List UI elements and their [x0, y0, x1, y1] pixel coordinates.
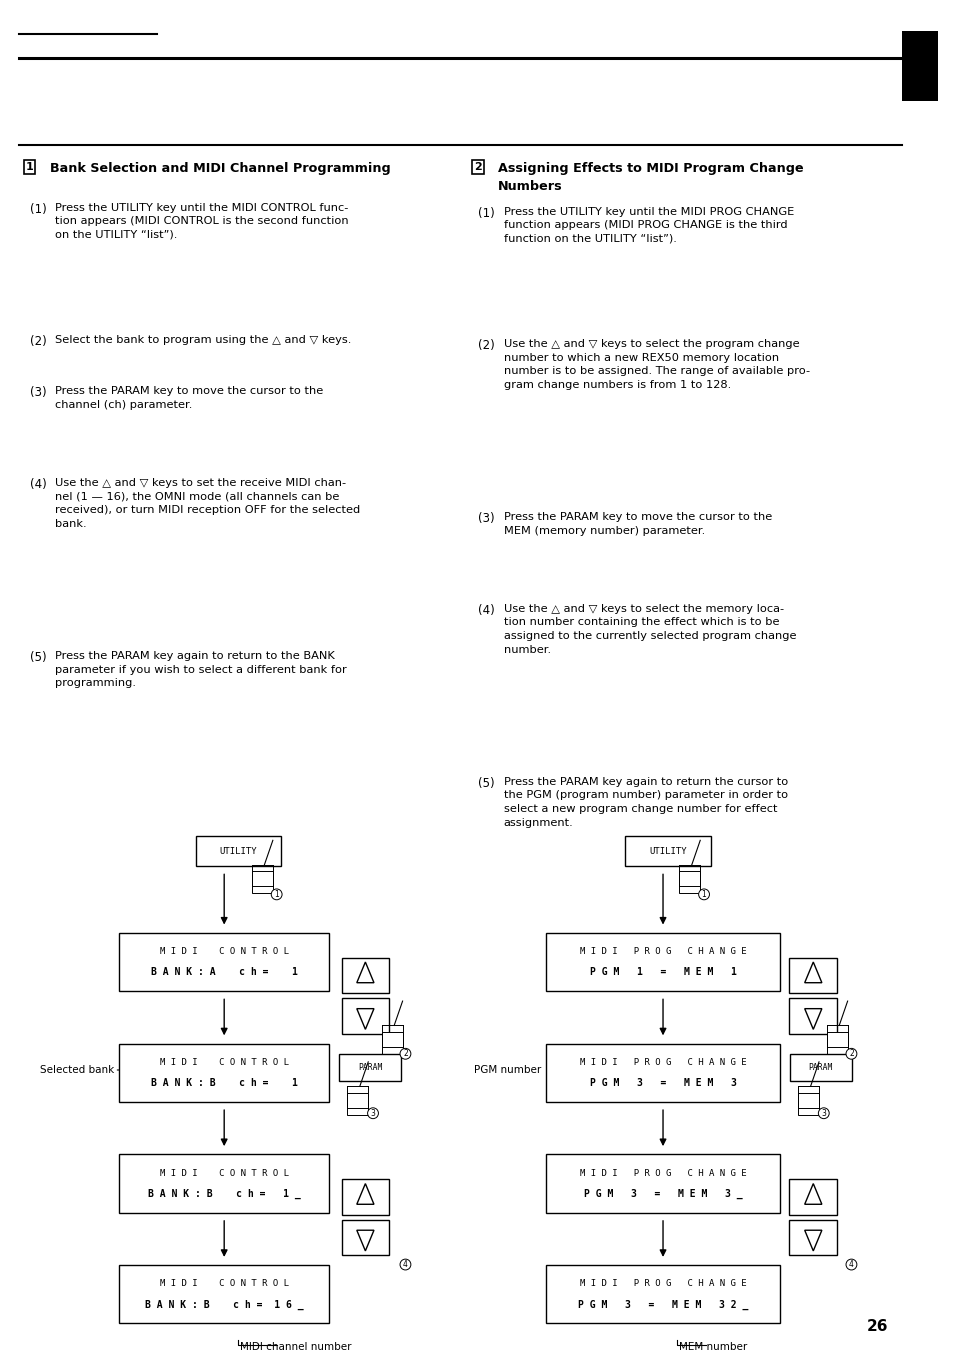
- Text: (2): (2): [30, 335, 47, 349]
- Bar: [381, 1032, 402, 1054]
- Text: Selected bank: Selected bank: [40, 1065, 114, 1075]
- Bar: [789, 1054, 851, 1081]
- Text: 1: 1: [274, 890, 278, 898]
- Bar: [624, 836, 710, 866]
- Text: 26: 26: [866, 1319, 887, 1335]
- Text: Select the bank to program using the △ and ▽ keys.: Select the bank to program using the △ a…: [55, 335, 352, 345]
- Bar: [341, 1220, 389, 1255]
- Text: Assigning Effects to MIDI Program Change
Numbers: Assigning Effects to MIDI Program Change…: [497, 162, 802, 193]
- Text: (5): (5): [30, 651, 46, 665]
- Text: M I D I    C O N T R O L: M I D I C O N T R O L: [159, 1169, 289, 1178]
- Text: M I D I    C O N T R O L: M I D I C O N T R O L: [159, 947, 289, 957]
- Text: (3): (3): [477, 512, 494, 526]
- Text: PARAM: PARAM: [808, 1063, 832, 1071]
- Text: 2: 2: [848, 1050, 853, 1058]
- Bar: [195, 836, 281, 866]
- Text: B A N K : B    c h =   1 _: B A N K : B c h = 1 _: [148, 1189, 300, 1200]
- Bar: [545, 1044, 780, 1102]
- Text: 2: 2: [403, 1050, 407, 1058]
- Text: 4: 4: [848, 1260, 853, 1269]
- Text: Use the △ and ▽ keys to select the memory loca-
tion number containing the effec: Use the △ and ▽ keys to select the memor…: [503, 604, 796, 655]
- Text: B A N K : A    c h =    1: B A N K : A c h = 1: [151, 967, 297, 977]
- Text: M I D I   P R O G   C H A N G E: M I D I P R O G C H A N G E: [579, 947, 745, 957]
- Bar: [119, 1154, 329, 1213]
- Text: 1: 1: [26, 162, 33, 172]
- Bar: [788, 1179, 837, 1215]
- Text: M I D I    C O N T R O L: M I D I C O N T R O L: [159, 1279, 289, 1289]
- Bar: [119, 934, 329, 992]
- Bar: [341, 998, 389, 1034]
- Text: 3: 3: [370, 1109, 375, 1117]
- Text: PARAM: PARAM: [357, 1063, 382, 1071]
- Text: MEM number: MEM number: [679, 1343, 747, 1351]
- Text: Press the PARAM key to move the cursor to the
MEM (memory number) parameter.: Press the PARAM key to move the cursor t…: [503, 512, 771, 535]
- Text: 3: 3: [821, 1109, 825, 1117]
- Text: M I D I   P R O G   C H A N G E: M I D I P R O G C H A N G E: [579, 1169, 745, 1178]
- Text: M I D I    C O N T R O L: M I D I C O N T R O L: [159, 1058, 289, 1067]
- Bar: [788, 998, 837, 1034]
- Bar: [788, 958, 837, 993]
- Bar: [252, 871, 273, 893]
- Text: PGM number: PGM number: [474, 1065, 541, 1075]
- Text: Press the PARAM key again to return to the BANK
parameter if you wish to select : Press the PARAM key again to return to t…: [55, 651, 347, 689]
- Text: UTILITY: UTILITY: [219, 847, 257, 855]
- Text: P G M   3   =   M E M   3 2 _: P G M 3 = M E M 3 2 _: [578, 1300, 747, 1310]
- Text: Press the UTILITY key until the MIDI PROG CHANGE
function appears (MIDI PROG CHA: Press the UTILITY key until the MIDI PRO…: [503, 207, 793, 245]
- Text: MIDI channel number: MIDI channel number: [240, 1343, 352, 1351]
- Text: P G M   1   =   M E M   1: P G M 1 = M E M 1: [589, 967, 736, 977]
- Text: 1: 1: [701, 890, 705, 898]
- Bar: [119, 1266, 329, 1324]
- Bar: [788, 1220, 837, 1255]
- Bar: [825, 1032, 846, 1054]
- Text: Use the △ and ▽ keys to select the program change
number to which a new REX50 me: Use the △ and ▽ keys to select the progr…: [503, 339, 809, 390]
- Text: (5): (5): [477, 777, 494, 790]
- Text: (3): (3): [30, 386, 46, 400]
- Text: UTILITY: UTILITY: [648, 847, 686, 855]
- Text: P G M   3   =   M E M   3: P G M 3 = M E M 3: [589, 1078, 736, 1088]
- Text: (2): (2): [477, 339, 495, 353]
- Text: 2: 2: [474, 162, 481, 172]
- Text: Use the △ and ▽ keys to set the receive MIDI chan-
nel (1 — 16), the OMNI mode (: Use the △ and ▽ keys to set the receive …: [55, 478, 360, 530]
- Text: B A N K : B    c h =  1 6 _: B A N K : B c h = 1 6 _: [145, 1300, 303, 1310]
- Bar: [347, 1093, 368, 1115]
- Bar: [545, 934, 780, 992]
- Text: 4: 4: [402, 1260, 408, 1269]
- Text: M I D I   P R O G   C H A N G E: M I D I P R O G C H A N G E: [579, 1279, 745, 1289]
- Text: Press the UTILITY key until the MIDI CONTROL func-
tion appears (MIDI CONTROL is: Press the UTILITY key until the MIDI CON…: [55, 203, 349, 240]
- Bar: [545, 1154, 780, 1213]
- Text: (1): (1): [477, 207, 495, 220]
- Text: (4): (4): [30, 478, 47, 492]
- Text: M I D I   P R O G   C H A N G E: M I D I P R O G C H A N G E: [579, 1058, 745, 1067]
- Bar: [797, 1093, 818, 1115]
- Bar: [338, 1054, 400, 1081]
- Bar: [545, 1266, 780, 1324]
- Text: (4): (4): [477, 604, 495, 617]
- Bar: [341, 1179, 389, 1215]
- Bar: [679, 871, 700, 893]
- Bar: [341, 958, 389, 993]
- Text: B A N K : B    c h =    1: B A N K : B c h = 1: [151, 1078, 297, 1088]
- Text: Press the PARAM key to move the cursor to the
channel (ch) parameter.: Press the PARAM key to move the cursor t…: [55, 386, 323, 409]
- Bar: [901, 31, 937, 101]
- Text: Bank Selection and MIDI Channel Programming: Bank Selection and MIDI Channel Programm…: [50, 162, 390, 176]
- Bar: [119, 1044, 329, 1102]
- Text: Press the PARAM key again to return the cursor to
the PGM (program number) param: Press the PARAM key again to return the …: [503, 777, 787, 828]
- Text: (1): (1): [30, 203, 47, 216]
- Text: P G M   3   =   M E M   3 _: P G M 3 = M E M 3 _: [583, 1189, 741, 1200]
